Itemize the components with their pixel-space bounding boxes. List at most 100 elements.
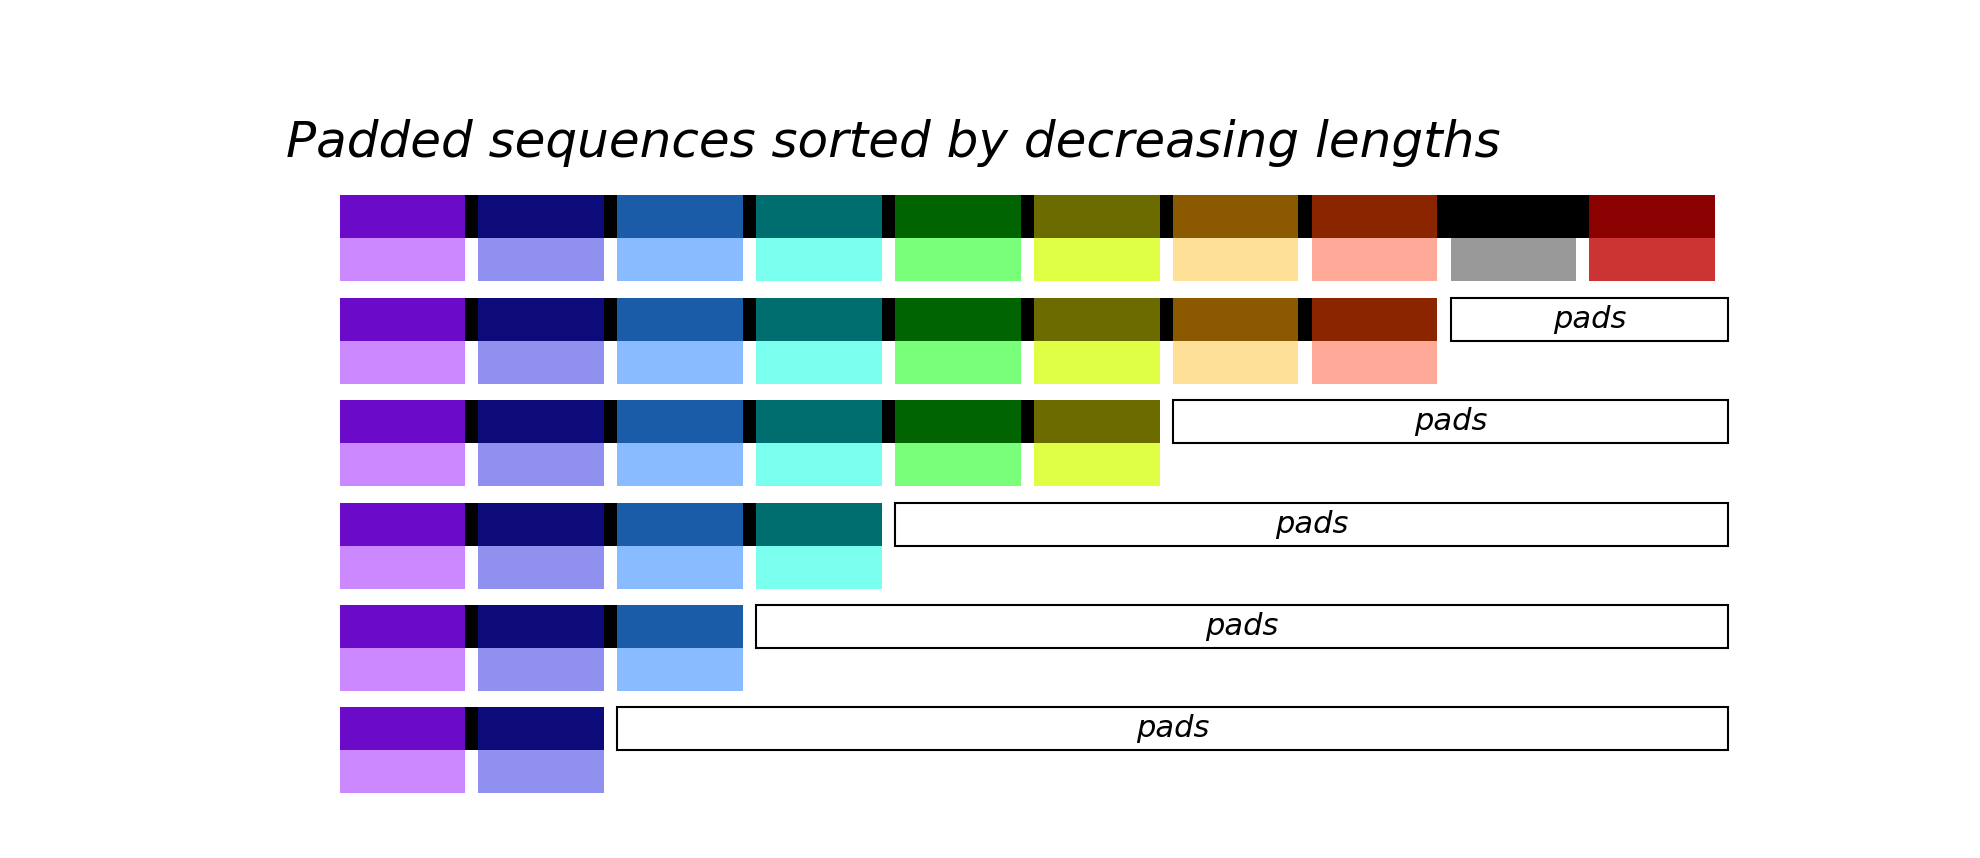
Bar [618,239,742,281]
Bar [881,341,895,384]
Bar [479,546,604,589]
Bar [1451,196,1576,239]
Bar [465,503,479,546]
Bar [895,503,1729,546]
Bar [1022,196,1034,239]
Bar [756,341,881,384]
Bar [1160,298,1172,341]
Bar [756,196,881,239]
Text: pads: pads [1206,612,1279,641]
Bar [742,503,756,546]
Bar [1311,298,1437,341]
Bar [881,239,895,281]
Bar [604,546,618,589]
Bar [1311,341,1437,384]
Text: Padded sequences sorted by decreasing lengths: Padded sequences sorted by decreasing le… [285,119,1501,167]
Bar [479,239,604,281]
Bar [881,298,895,341]
Bar [756,503,881,546]
Bar [479,341,604,384]
Bar [742,239,756,281]
Bar [756,546,881,589]
Bar [1160,239,1172,281]
Text: pads: pads [1414,408,1487,436]
Bar [341,239,465,281]
Bar [1172,239,1299,281]
Bar [895,298,1022,341]
Bar [1437,196,1451,239]
Bar [604,239,618,281]
Bar [479,708,604,751]
Bar [341,751,465,794]
Bar [341,196,465,239]
Bar [604,341,618,384]
Bar [604,444,618,486]
Bar [1022,341,1034,384]
Bar [479,400,604,444]
Bar [465,648,479,691]
Bar [1311,196,1437,239]
Bar [479,503,604,546]
Bar [1034,196,1160,239]
Bar [742,546,756,589]
Bar [1160,341,1172,384]
Bar [1576,239,1590,281]
Bar [1034,239,1160,281]
Bar [1034,444,1160,486]
Bar [881,196,895,239]
Bar [1451,298,1729,341]
Bar [1590,196,1715,239]
Bar [604,400,618,444]
Bar [756,444,881,486]
Bar [895,341,1022,384]
Bar [465,298,479,341]
Bar [479,196,604,239]
Bar [756,239,881,281]
Bar [1451,239,1576,281]
Bar [618,503,742,546]
Bar [618,444,742,486]
Bar [1022,298,1034,341]
Bar [1022,400,1034,444]
Bar [742,444,756,486]
Bar [618,298,742,341]
Bar [618,400,742,444]
Bar [1022,239,1034,281]
Bar [479,444,604,486]
Bar [1022,444,1034,486]
Bar [1299,239,1311,281]
Bar [742,298,756,341]
Bar [604,605,618,648]
Bar [479,605,604,648]
Bar [341,444,465,486]
Bar [1299,341,1311,384]
Bar [742,400,756,444]
Bar [1576,196,1590,239]
Bar [465,444,479,486]
Bar [1590,239,1715,281]
Bar [1034,298,1160,341]
Bar [895,196,1022,239]
Bar [1034,341,1160,384]
Bar [465,196,479,239]
Bar [604,503,618,546]
Bar [1034,400,1160,444]
Bar [895,400,1022,444]
Bar [756,605,1729,648]
Bar [1311,239,1437,281]
Bar [604,196,618,239]
Bar [341,605,465,648]
Bar [895,444,1022,486]
Bar [756,400,881,444]
Bar [895,239,1022,281]
Bar [618,196,742,239]
Bar [341,341,465,384]
Bar [341,648,465,691]
Bar [465,751,479,794]
Bar [479,751,604,794]
Bar [742,196,756,239]
Bar [341,546,465,589]
Text: pads: pads [1275,510,1348,539]
Bar [465,546,479,589]
Bar [618,708,1729,751]
